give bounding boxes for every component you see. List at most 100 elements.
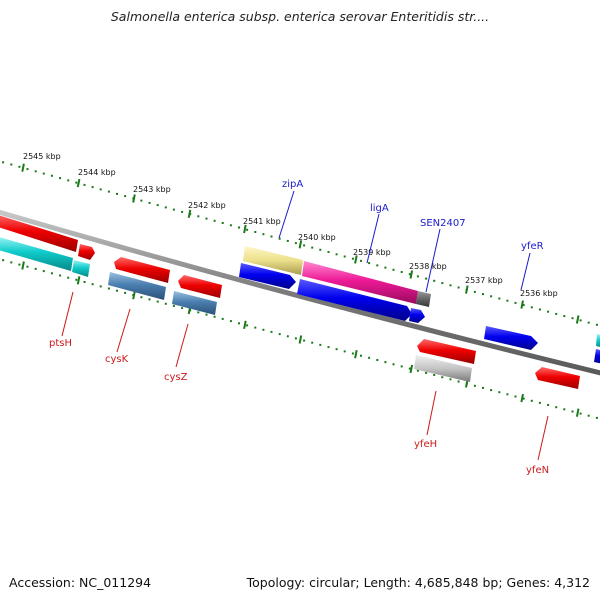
strand-dot	[59, 177, 62, 180]
kbp-tick	[520, 393, 524, 403]
strand-dot	[530, 306, 533, 309]
gene-label-yfeN[interactable]: yfeN	[526, 465, 549, 476]
strand-dot	[270, 235, 273, 238]
strand-dot	[538, 401, 541, 404]
strand-dot	[246, 324, 249, 327]
strand-dot	[18, 263, 21, 266]
strand-dot	[294, 337, 297, 340]
gene-label-cysZ[interactable]: cysZ	[164, 372, 188, 383]
kbp-tick	[132, 291, 136, 300]
strand-dot	[514, 301, 517, 304]
gene-arrow[interactable]	[417, 339, 476, 364]
kbp-tick	[409, 364, 414, 374]
strand-dot	[164, 206, 167, 209]
strand-dot	[343, 350, 346, 353]
strand-dot	[148, 298, 151, 301]
gene-bar[interactable]	[0, 236, 73, 271]
strand-dot	[449, 378, 452, 381]
kbp-label: 2544 kbp	[78, 168, 116, 177]
gene-bar[interactable]	[72, 260, 90, 277]
strand-dot	[482, 386, 484, 389]
gene-arrow[interactable]	[297, 279, 412, 321]
strand-dot	[116, 192, 118, 195]
strand-dot	[156, 204, 159, 207]
strand-dot	[547, 310, 550, 313]
strand-dot	[67, 179, 70, 182]
strand-dot	[18, 165, 21, 168]
strand-dot	[172, 304, 175, 307]
strand-dot	[83, 183, 86, 186]
gene-bar-SEN2407[interactable]	[416, 291, 431, 307]
gene-arrow[interactable]	[484, 326, 538, 350]
strand-dot	[384, 266, 387, 269]
kbp-label: 2539 kbp	[353, 248, 391, 257]
strand-dot	[246, 228, 249, 231]
kbp-label: 2543 kbp	[133, 185, 171, 194]
genome-summary-text: Topology: circular; Length: 4,685,848 bp…	[246, 575, 590, 590]
gene-bar[interactable]	[108, 272, 166, 300]
gene-arrow[interactable]	[594, 349, 600, 364]
kbp-tick	[354, 255, 358, 264]
kbp-tick	[132, 194, 136, 203]
gene-label-yfeH[interactable]: yfeH	[414, 439, 437, 450]
gene-bar[interactable]	[414, 355, 472, 382]
strand-dot	[286, 335, 289, 338]
strand-dot	[213, 219, 216, 222]
strand-dot	[221, 222, 224, 224]
gene-arrow[interactable]	[78, 244, 95, 260]
strand-dot	[587, 321, 590, 324]
kbp-label: 2545 kbp	[23, 152, 61, 161]
strand-dot	[254, 231, 257, 233]
kbp-tick	[409, 270, 414, 279]
strand-dot	[579, 319, 582, 322]
gene-arrow[interactable]	[535, 367, 580, 389]
strand-dot	[360, 354, 362, 357]
gene-features[interactable]	[0, 214, 600, 389]
strand-dot	[42, 172, 45, 175]
gene-bar[interactable]	[0, 214, 78, 252]
strand-dot	[498, 391, 501, 394]
gene-bar-zipA[interactable]	[243, 246, 303, 275]
strand-dot	[563, 315, 566, 318]
gene-label-zipA[interactable]: zipA	[282, 179, 303, 190]
gene-label-ptsH[interactable]: ptsH	[49, 338, 72, 349]
strand-dot	[335, 253, 338, 256]
gene-arrow[interactable]	[114, 257, 170, 283]
gene-bar[interactable]	[172, 291, 217, 315]
strand-dot	[107, 287, 110, 290]
kbp-tick	[354, 350, 358, 359]
strand-dot	[10, 163, 13, 166]
strand-dot	[2, 161, 5, 164]
kbp-tick	[465, 285, 469, 294]
strand-dot	[425, 277, 428, 280]
strand-dot	[75, 181, 78, 184]
strand-dot	[107, 190, 110, 193]
strand-dot	[294, 242, 297, 245]
strand-dot	[116, 289, 118, 292]
gene-bar-edge[interactable]	[596, 334, 600, 348]
strand-dot	[10, 261, 13, 264]
kbp-tick	[21, 163, 25, 172]
strand-dot	[140, 296, 143, 299]
gene-bar-ligA[interactable]	[302, 261, 418, 304]
strand-dot	[50, 174, 53, 177]
strand-dot	[490, 295, 493, 298]
gene-label-SEN2407[interactable]: SEN2407	[420, 218, 466, 229]
strand-dot	[124, 291, 127, 294]
strand-dot	[408, 367, 411, 370]
gene-label-cysK[interactable]: cysK	[105, 354, 129, 365]
gene-arrow[interactable]	[409, 308, 425, 323]
gene-label-ligA[interactable]: ligA	[370, 203, 389, 214]
gene-arrow[interactable]	[178, 275, 222, 298]
strand-dot	[67, 276, 70, 279]
strand-dot	[376, 359, 379, 361]
strand-dot	[555, 312, 558, 315]
strand-dot	[148, 201, 151, 204]
strand-dot	[400, 365, 403, 368]
gene-arrow[interactable]	[239, 263, 296, 289]
strand-dot	[197, 311, 200, 314]
strand-dot	[181, 307, 184, 310]
gene-label-yfeR[interactable]: yfeR	[521, 241, 544, 252]
strand-dot	[238, 322, 240, 325]
